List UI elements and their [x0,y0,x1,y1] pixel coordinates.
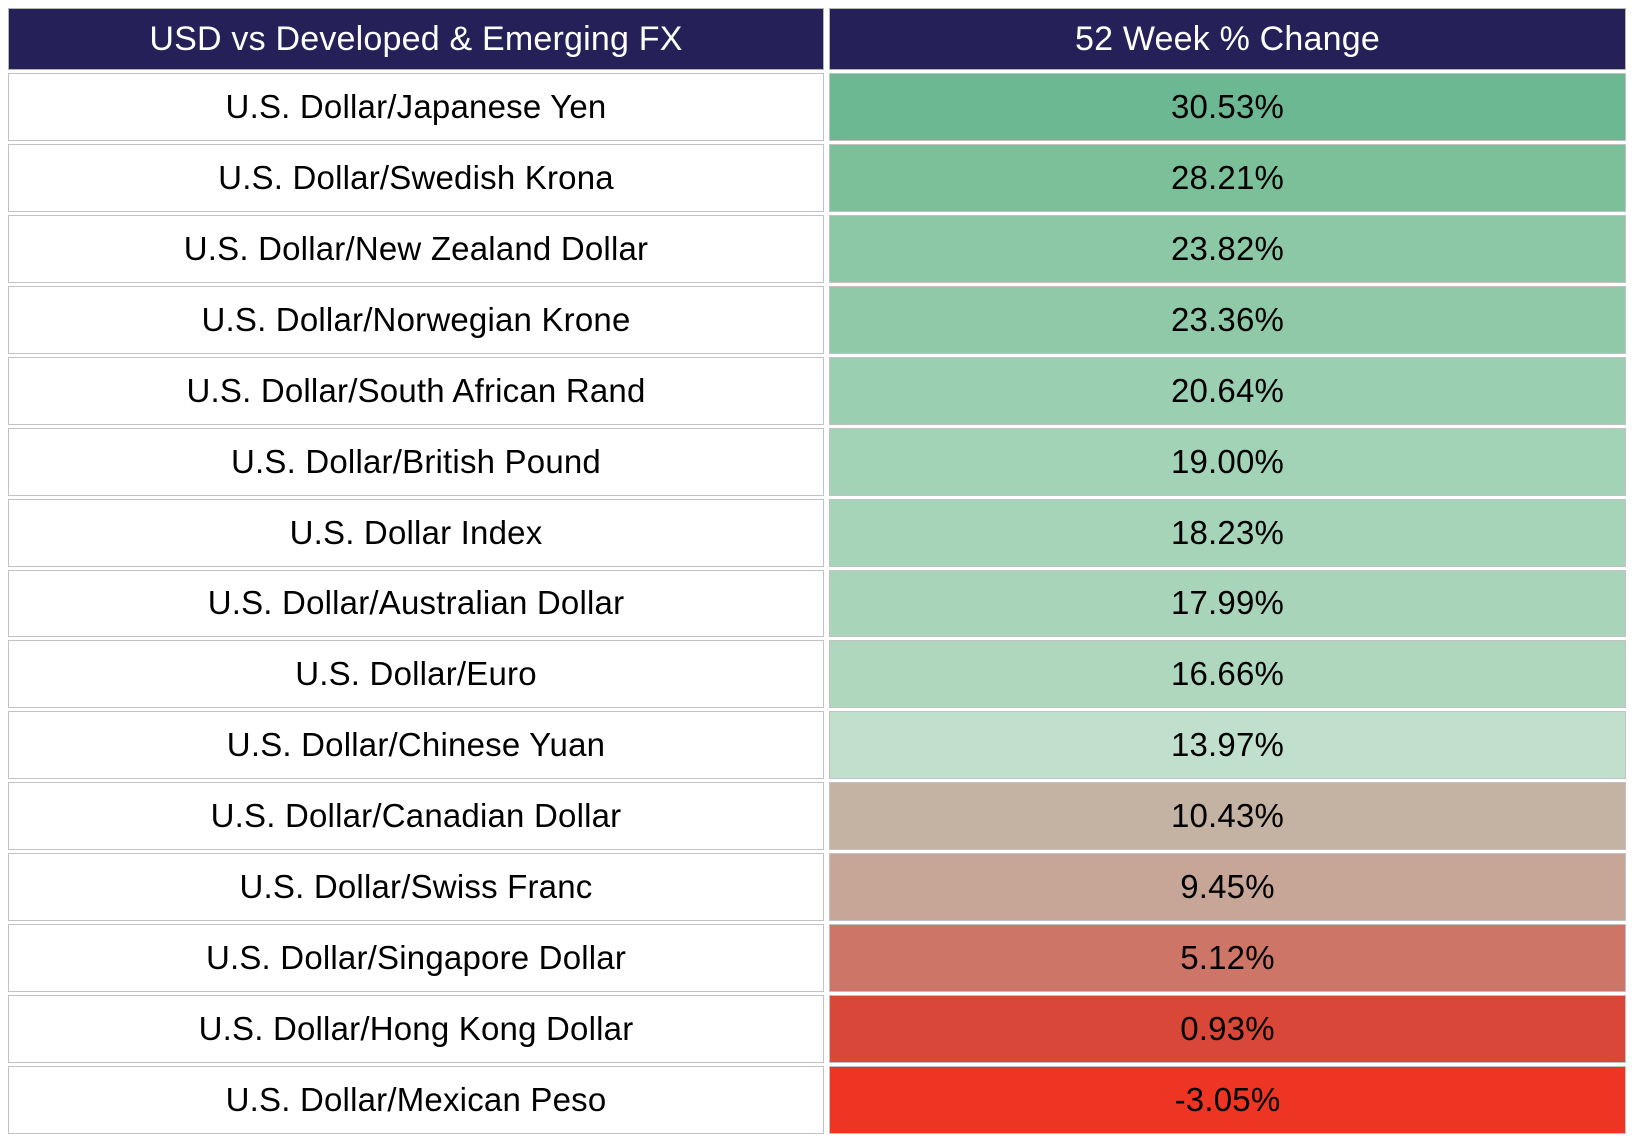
table-row-change-value: 28.21% [829,143,1626,212]
table-row-pair-label: U.S. Dollar/New Zealand Dollar [8,214,824,283]
table-row-pair-label: U.S. Dollar/Swedish Krona [8,143,824,212]
table-row-pair-label: U.S. Dollar/Euro [8,640,824,709]
table-row-change-value: 9.45% [829,853,1626,922]
table-row-pair-label: U.S. Dollar/Norwegian Krone [8,285,824,354]
table-row-pair-label: U.S. Dollar/Swiss Franc [8,853,824,922]
table-row-change-value: 20.64% [829,356,1626,425]
table-row-change-value: 16.66% [829,640,1626,709]
table-row-change-value: 10.43% [829,782,1626,851]
table-row-pair-label: U.S. Dollar/Canadian Dollar [8,782,824,851]
table-row-change-value: 0.93% [829,995,1626,1064]
table-header-change-column: 52 Week % Change [829,8,1626,70]
table-row-pair-label: U.S. Dollar/Hong Kong Dollar [8,995,824,1064]
table-row-pair-label: U.S. Dollar/South African Rand [8,356,824,425]
table-row-pair-label: U.S. Dollar/Mexican Peso [8,1066,824,1134]
fx-performance-table: USD vs Developed & Emerging FX 52 Week %… [8,8,1626,1134]
table-row-change-value: 23.82% [829,214,1626,283]
table-row-pair-label: U.S. Dollar/Chinese Yuan [8,711,824,780]
table-row-change-value: 17.99% [829,569,1626,638]
table-row-change-value: 19.00% [829,427,1626,496]
table-row-pair-label: U.S. Dollar/Australian Dollar [8,569,824,638]
table-row-pair-label: U.S. Dollar/Japanese Yen [8,73,824,141]
table-row-change-value: 18.23% [829,498,1626,567]
table-row-change-value: -3.05% [829,1066,1626,1134]
table-header-pair-column: USD vs Developed & Emerging FX [8,8,824,70]
table-row-pair-label: U.S. Dollar/British Pound [8,427,824,496]
table-row-change-value: 30.53% [829,73,1626,141]
table-row-pair-label: U.S. Dollar Index [8,498,824,567]
table-row-change-value: 13.97% [829,711,1626,780]
table-row-change-value: 5.12% [829,924,1626,993]
table-row-pair-label: U.S. Dollar/Singapore Dollar [8,924,824,993]
table-row-change-value: 23.36% [829,285,1626,354]
